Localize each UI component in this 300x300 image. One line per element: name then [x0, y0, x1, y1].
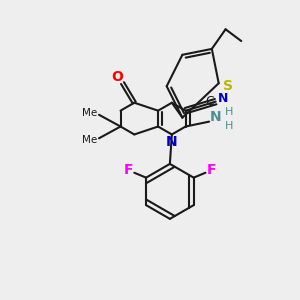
Text: F: F	[207, 163, 216, 177]
Text: S: S	[223, 79, 232, 93]
Text: Me: Me	[82, 135, 97, 145]
Text: O: O	[112, 70, 124, 84]
Text: H: H	[225, 107, 233, 117]
Text: N: N	[218, 92, 229, 105]
Text: N: N	[210, 110, 222, 124]
Text: F: F	[124, 163, 133, 177]
Text: Me: Me	[82, 108, 97, 118]
Text: N: N	[166, 135, 178, 149]
Text: H: H	[225, 121, 233, 130]
Text: C: C	[205, 95, 214, 108]
